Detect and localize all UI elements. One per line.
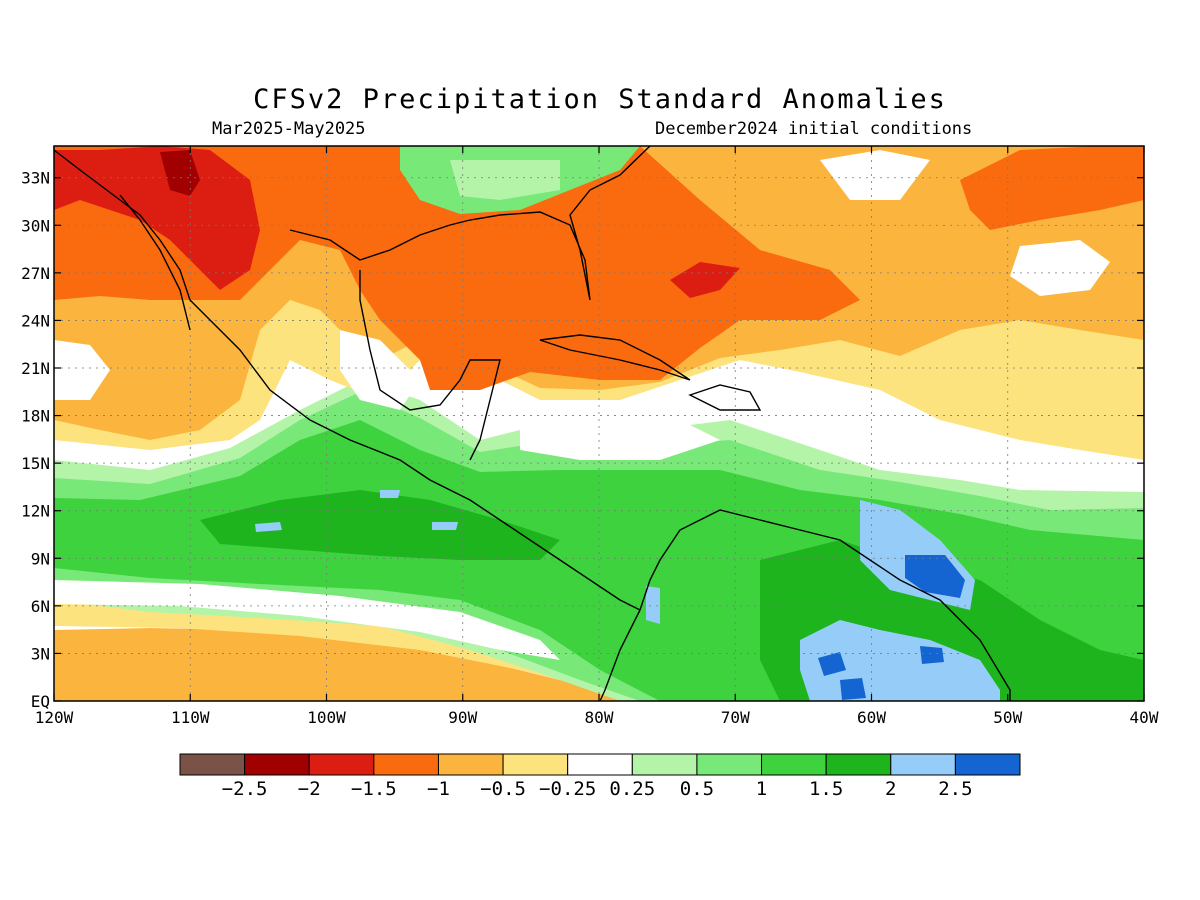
- amazon-anomaly-extreme: [818, 646, 944, 700]
- near-normal-caribbean: [520, 410, 720, 460]
- lat-tick-label: EQ: [31, 692, 50, 711]
- lon-tick-label: 110W: [171, 708, 210, 727]
- atlantic-dry-core: [960, 146, 1144, 230]
- lat-tick-label: 24N: [21, 311, 50, 330]
- guiana-anomaly-extreme: [905, 555, 965, 598]
- near-normal-west: [54, 340, 110, 400]
- colorbar-swatch: [244, 753, 310, 776]
- colorbar-swatch: [696, 753, 763, 776]
- south-america-coast: [639, 509, 1011, 701]
- mexico-gulf-coast: [359, 270, 501, 461]
- initial-conditions: December2024 initial conditions: [655, 119, 973, 139]
- near-normal-atlantic: [820, 150, 1110, 296]
- colorbar-swatch: [373, 753, 439, 776]
- lat-tick-label: 18N: [21, 407, 50, 426]
- colorbar-swatch: [631, 753, 698, 776]
- colorbar-label: −2.5: [222, 778, 268, 800]
- lat-tick-label: 6N: [31, 597, 50, 616]
- colorbar-swatch: [308, 753, 375, 776]
- baja-peninsula: [119, 194, 191, 331]
- colorbar-swatch: [179, 753, 246, 776]
- colorbar-label: −1: [427, 778, 450, 800]
- hispaniola: [688, 384, 762, 411]
- lon-tick-label: 60W: [857, 708, 886, 727]
- colorbar: −2.5 −2 −1.5 −1 −0.5 −0.25 0.25 0.5 1 1.5 2 2.5: [179, 753, 1021, 800]
- forecast-period: Mar2025-May2025: [212, 119, 366, 139]
- map-title: CFSv2 Precipitation Standard Anomalies: [253, 84, 947, 115]
- coastlines: [54, 146, 1011, 701]
- atlantic-dry-strong: [670, 262, 740, 298]
- colorbar-swatch: [502, 753, 569, 776]
- near-normal-pacific: [54, 580, 560, 660]
- lat-tick-label: 15N: [21, 454, 50, 473]
- colorbar-label: −0.5: [480, 778, 526, 800]
- colorbar-label: 1.5: [809, 778, 843, 800]
- colorbar-swatch: [437, 753, 504, 776]
- lat-tick-label: 3N: [31, 644, 50, 663]
- tropical-wet-strong: [200, 490, 560, 560]
- lat-tick-label: 12N: [21, 502, 50, 521]
- colorbar-swatch: [954, 753, 1021, 776]
- south-america-west-coast: [599, 609, 641, 701]
- southeast-us-wet-light: [450, 160, 560, 200]
- colorbar-swatch: [567, 753, 633, 776]
- lat-tick-label: 21N: [21, 359, 50, 378]
- lon-tick-label: 100W: [307, 708, 346, 727]
- colorbar-label: 0.5: [680, 778, 714, 800]
- mexico-dry-strong: [54, 146, 260, 290]
- gulf-coast: [289, 146, 651, 301]
- gulf-dry-core: [54, 146, 860, 390]
- colorbar-label: 0.25: [609, 778, 655, 800]
- colorbar-label: −1.5: [351, 778, 397, 800]
- lon-tick-label: 50W: [993, 708, 1022, 727]
- near-normal-yucatan: [340, 330, 420, 410]
- colorbar-label: 1: [756, 778, 767, 800]
- lat-tick-label: 30N: [21, 216, 50, 235]
- lon-tick-label: 120W: [35, 708, 74, 727]
- lon-tick-label: 80W: [585, 708, 614, 727]
- colorbar-label: 2: [885, 778, 896, 800]
- lat-tick-label: 9N: [31, 549, 50, 568]
- lat-tick-label: 33N: [21, 169, 50, 188]
- colorbar-label: −2: [298, 778, 321, 800]
- colorbar-swatch: [761, 753, 827, 776]
- colorbar-label: −0.25: [539, 778, 596, 800]
- colorbar-label: 2.5: [938, 778, 972, 800]
- lat-tick-label: 27N: [21, 264, 50, 283]
- lon-tick-label: 70W: [721, 708, 750, 727]
- colorbar-swatch: [825, 753, 892, 776]
- southern-dry-band: [54, 628, 620, 701]
- lon-tick-label: 90W: [448, 708, 477, 727]
- lon-tick-label: 40W: [1130, 708, 1159, 727]
- colorbar-swatch: [890, 753, 956, 776]
- cuba: [539, 334, 691, 381]
- anomaly-field: [54, 146, 1144, 701]
